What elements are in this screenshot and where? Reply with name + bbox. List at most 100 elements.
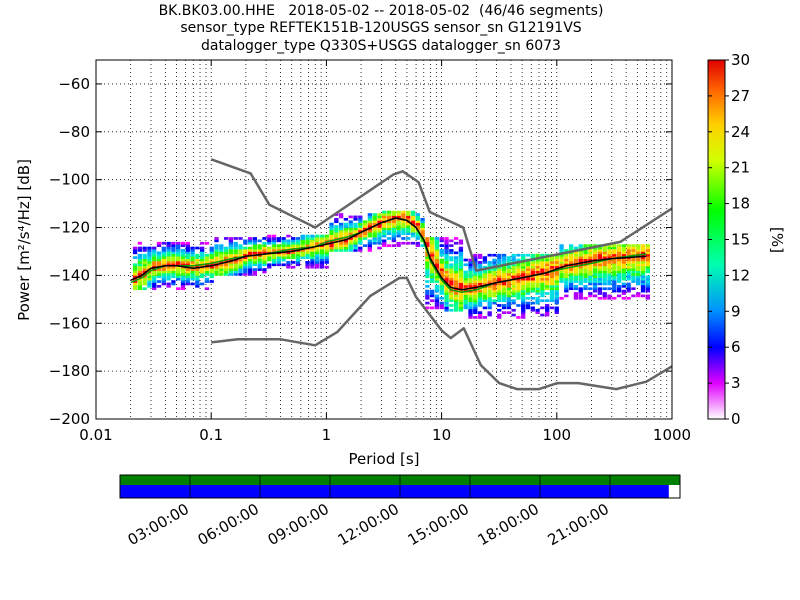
density-cell <box>449 258 454 262</box>
density-cell <box>329 244 334 247</box>
density-cell <box>319 249 325 252</box>
density-cell <box>602 253 607 257</box>
density-cell <box>410 229 416 233</box>
density-cell <box>176 270 181 274</box>
density-cell <box>458 261 464 264</box>
density-cell <box>142 273 147 276</box>
density-cell <box>549 296 555 300</box>
density-cell <box>449 239 454 243</box>
density-cell <box>319 253 325 257</box>
density-cell <box>295 253 301 257</box>
density-cell <box>315 237 320 240</box>
density-cell <box>382 239 387 243</box>
density-cell <box>252 273 258 276</box>
density-cell <box>473 299 478 303</box>
density-cell <box>156 251 162 255</box>
density-cell <box>276 261 281 264</box>
density-cell <box>645 275 650 279</box>
density-cell <box>511 313 516 317</box>
density-cell <box>185 249 190 252</box>
density-cell <box>444 241 449 245</box>
density-cell <box>612 284 617 288</box>
density-cell <box>367 234 373 238</box>
density-cell <box>468 306 473 310</box>
density-cell <box>209 270 214 274</box>
density-cell <box>564 273 569 276</box>
density-cell <box>645 244 650 247</box>
density-cell <box>137 253 143 257</box>
density-cell <box>458 270 464 274</box>
density-cell <box>233 249 238 252</box>
axes-frame <box>95 59 673 420</box>
density-cell <box>506 277 511 281</box>
density-cell <box>564 284 569 288</box>
density-cell <box>487 289 492 293</box>
density-cell <box>516 258 521 262</box>
density-cell <box>626 263 631 267</box>
density-cell <box>453 251 459 255</box>
density-cell <box>343 244 349 247</box>
density-cell <box>506 304 511 307</box>
density-cell <box>396 232 401 236</box>
density-cell <box>382 217 387 221</box>
density-cell <box>506 280 511 283</box>
density-cell <box>458 306 464 310</box>
density-cell <box>473 308 478 312</box>
density-cell <box>473 253 478 257</box>
density-cell <box>564 270 569 274</box>
density-cell <box>262 268 267 271</box>
density-cell <box>468 268 473 271</box>
density-cell <box>640 284 646 288</box>
density-cell <box>295 241 301 245</box>
density-cell <box>501 287 507 291</box>
density-cell <box>597 287 603 291</box>
density-cell <box>468 265 473 269</box>
colorbar-tick-label: 9 <box>731 302 741 320</box>
density-cell <box>482 258 488 262</box>
density-cell <box>267 237 272 240</box>
density-cell <box>396 234 401 238</box>
density-cell <box>195 261 200 264</box>
density-cell <box>401 225 406 228</box>
density-cell <box>492 268 497 271</box>
density-cell <box>338 213 344 216</box>
density-cell <box>626 275 631 279</box>
y-tick-label: −160 <box>49 314 90 332</box>
density-cell <box>353 246 358 250</box>
density-cell <box>640 275 646 279</box>
density-cell <box>516 316 521 319</box>
density-cell <box>640 294 646 298</box>
density-cell <box>444 301 449 305</box>
density-cell <box>525 270 531 274</box>
density-cell <box>535 258 540 262</box>
density-cell <box>592 253 598 257</box>
density-cell <box>540 263 545 267</box>
density-cell <box>535 296 540 300</box>
density-cell <box>559 253 564 257</box>
density-cell <box>444 253 449 257</box>
density-cell <box>444 256 449 259</box>
density-cell <box>372 232 377 236</box>
density-cell <box>430 289 435 293</box>
density-cell <box>401 232 406 236</box>
density-cell <box>233 265 238 269</box>
density-cell <box>621 282 627 286</box>
density-cell <box>310 251 315 255</box>
density-cell <box>492 301 497 305</box>
density-cell <box>377 217 382 221</box>
density-cell <box>506 256 511 259</box>
density-cell <box>338 232 344 236</box>
density-cell <box>468 316 473 319</box>
density-cell <box>497 313 502 317</box>
density-cell <box>449 287 454 291</box>
density-cell <box>262 270 267 274</box>
density-cell <box>578 296 583 300</box>
density-cell <box>458 275 464 279</box>
density-cell <box>228 265 234 269</box>
density-cell <box>482 261 488 264</box>
density-cell <box>367 246 373 250</box>
density-cell <box>430 275 435 279</box>
density-cell <box>525 292 531 295</box>
density-cell <box>410 222 416 226</box>
density-cell <box>406 237 411 240</box>
